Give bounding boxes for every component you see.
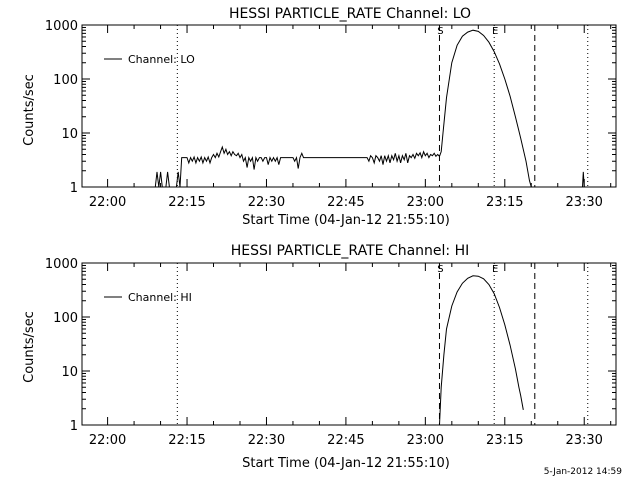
marker-label: S xyxy=(437,264,443,275)
x-tick-label: 23:00 xyxy=(407,433,444,448)
y-tick-label: 1000 xyxy=(45,19,78,34)
plot-area: 1 10 100 1000 22:00 22:15 22:30 22:45 23:00 23:15… xyxy=(45,19,617,210)
y-tick-label: 10 xyxy=(61,127,78,142)
chart-title: HESSI PARTICLE_RATE Channel: LO xyxy=(229,6,471,22)
y-tick-label: 10 xyxy=(61,365,78,380)
y-tick-label: 1000 xyxy=(45,257,78,272)
chart-panel-lo: HESSI PARTICLE_RATE Channel: LO Counts/s… xyxy=(22,6,617,228)
y-tick-label: 1 xyxy=(70,419,78,434)
y-tick-label: 100 xyxy=(53,311,78,326)
y-axis-label: Counts/sec xyxy=(22,311,37,383)
x-tick-label: 22:30 xyxy=(248,433,285,448)
x-tick-label: 22:00 xyxy=(89,195,126,210)
y-axis-label: Counts/sec xyxy=(22,74,37,146)
axes-frame xyxy=(81,262,617,426)
x-tick-label: 23:15 xyxy=(486,433,523,448)
plot-area: 1 10 100 1000 22:00 22:15 22:30 22:45 23:00 23:15… xyxy=(45,257,617,448)
series-line xyxy=(154,29,585,188)
marker-label: E xyxy=(492,26,498,37)
x-axis-label: Start Time (04-Jan-12 21:55:10) xyxy=(242,213,450,228)
series-line xyxy=(439,275,524,426)
y-tick-label: 100 xyxy=(53,73,78,88)
y-tick-label: 1 xyxy=(70,181,78,196)
x-tick-label: 22:00 xyxy=(89,433,126,448)
x-tick-label: 23:30 xyxy=(565,433,602,448)
footer-timestamp: 5-Jan-2012 14:59 xyxy=(544,467,623,477)
x-tick-label: 22:30 xyxy=(248,195,285,210)
x-axis-label: Start Time (04-Jan-12 21:55:10) xyxy=(242,456,450,471)
x-tick-label: 22:45 xyxy=(327,433,364,448)
chart-title: HESSI PARTICLE_RATE Channel: HI xyxy=(231,243,469,259)
axes-frame xyxy=(81,24,617,188)
chart-panel-hi: HESSI PARTICLE_RATE Channel: HI Counts/s… xyxy=(22,243,617,471)
marker-label: S xyxy=(437,26,443,37)
x-tick-label: 23:00 xyxy=(407,195,444,210)
x-tick-label: 23:15 xyxy=(486,195,523,210)
x-tick-label: 22:45 xyxy=(327,195,364,210)
legend-label: Channel: LO xyxy=(128,53,195,66)
x-tick-label: 23:30 xyxy=(565,195,602,210)
x-tick-label: 22:15 xyxy=(168,433,205,448)
legend-label: Channel: HI xyxy=(128,291,192,304)
marker-label: E xyxy=(492,264,498,275)
x-tick-label: 22:15 xyxy=(168,195,205,210)
